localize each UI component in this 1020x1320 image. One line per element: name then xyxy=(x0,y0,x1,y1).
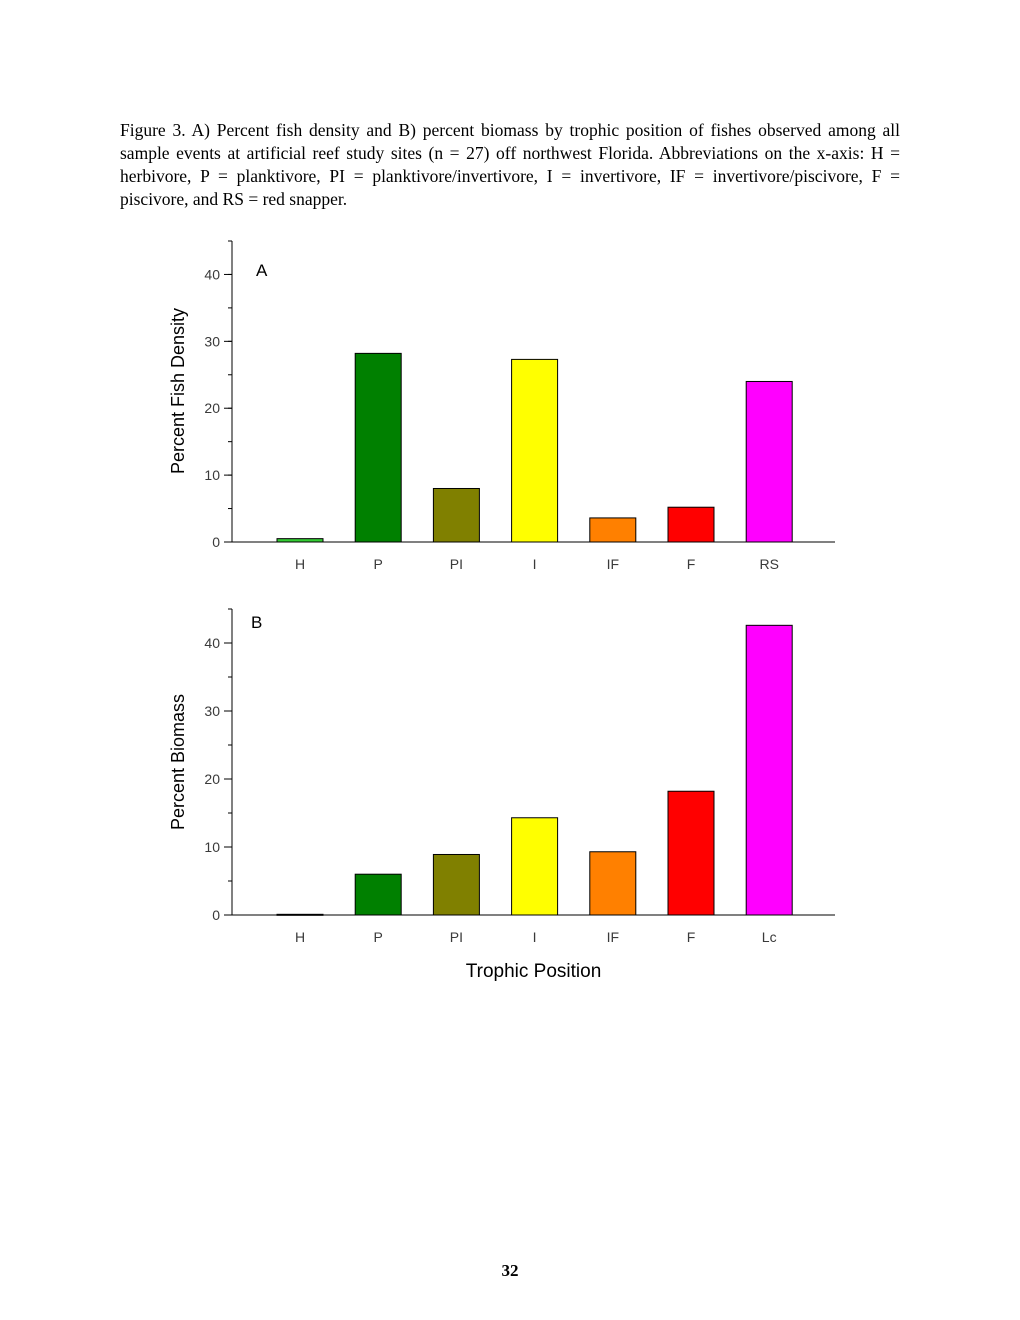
bar-if xyxy=(589,517,637,543)
x-tick-label: I xyxy=(533,556,537,572)
bar-lc xyxy=(745,624,793,916)
y-tick-label: 30 xyxy=(204,703,220,719)
bar-if xyxy=(589,851,637,916)
x-tick-label: PI xyxy=(450,929,463,945)
x-tick-label: RS xyxy=(759,556,778,572)
x-tick-label: IF xyxy=(607,929,619,945)
bar-f xyxy=(667,506,715,543)
bar-i xyxy=(511,817,559,916)
bar-p xyxy=(354,352,402,543)
bar-pi xyxy=(432,853,480,916)
y-tick-label: 30 xyxy=(204,333,220,349)
page-number: 32 xyxy=(501,1261,519,1280)
x-tick-label: Lc xyxy=(762,929,777,945)
bar-h xyxy=(276,913,324,916)
bar-h xyxy=(276,538,324,543)
x-tick-label: H xyxy=(295,556,305,572)
y-axis-title: Percent Fish Density xyxy=(168,308,188,474)
y-tick-label: 0 xyxy=(212,907,220,923)
bar-f xyxy=(667,790,715,916)
chart-panel-a: 0 10 20 30 40 H P PI I IF F RS Percent Fish Density A xyxy=(168,240,835,572)
x-tick-label: F xyxy=(687,556,696,572)
chart-panel-b: 0 10 20 30 40 H P PI I IF F Lc Percent Biomass B Troph… xyxy=(168,608,835,982)
x-tick-label: IF xyxy=(607,556,619,572)
bar-i xyxy=(511,358,559,543)
x-tick-label: F xyxy=(687,929,696,945)
bar-pi xyxy=(432,487,480,543)
x-axis-title: Trophic Position xyxy=(466,961,602,982)
x-tick-label: P xyxy=(374,929,383,945)
bar-rs xyxy=(745,380,793,543)
figure-caption: Figure 3. A) Percent fish density and B)… xyxy=(120,120,900,209)
y-tick-label: 10 xyxy=(204,839,220,855)
y-axis-title: Percent Biomass xyxy=(168,694,188,830)
bar-p xyxy=(354,873,402,916)
panel-label: B xyxy=(251,613,262,632)
y-tick-label: 10 xyxy=(204,467,220,483)
x-tick-label: PI xyxy=(450,556,463,572)
y-tick-label: 40 xyxy=(204,635,220,651)
x-tick-label: P xyxy=(374,556,383,572)
y-tick-label: 20 xyxy=(204,400,220,416)
x-tick-label: H xyxy=(295,929,305,945)
panel-label: A xyxy=(256,261,268,280)
y-tick-label: 40 xyxy=(204,266,220,282)
y-tick-label: 0 xyxy=(212,534,220,550)
x-tick-label: I xyxy=(533,929,537,945)
y-tick-label: 20 xyxy=(204,771,220,787)
